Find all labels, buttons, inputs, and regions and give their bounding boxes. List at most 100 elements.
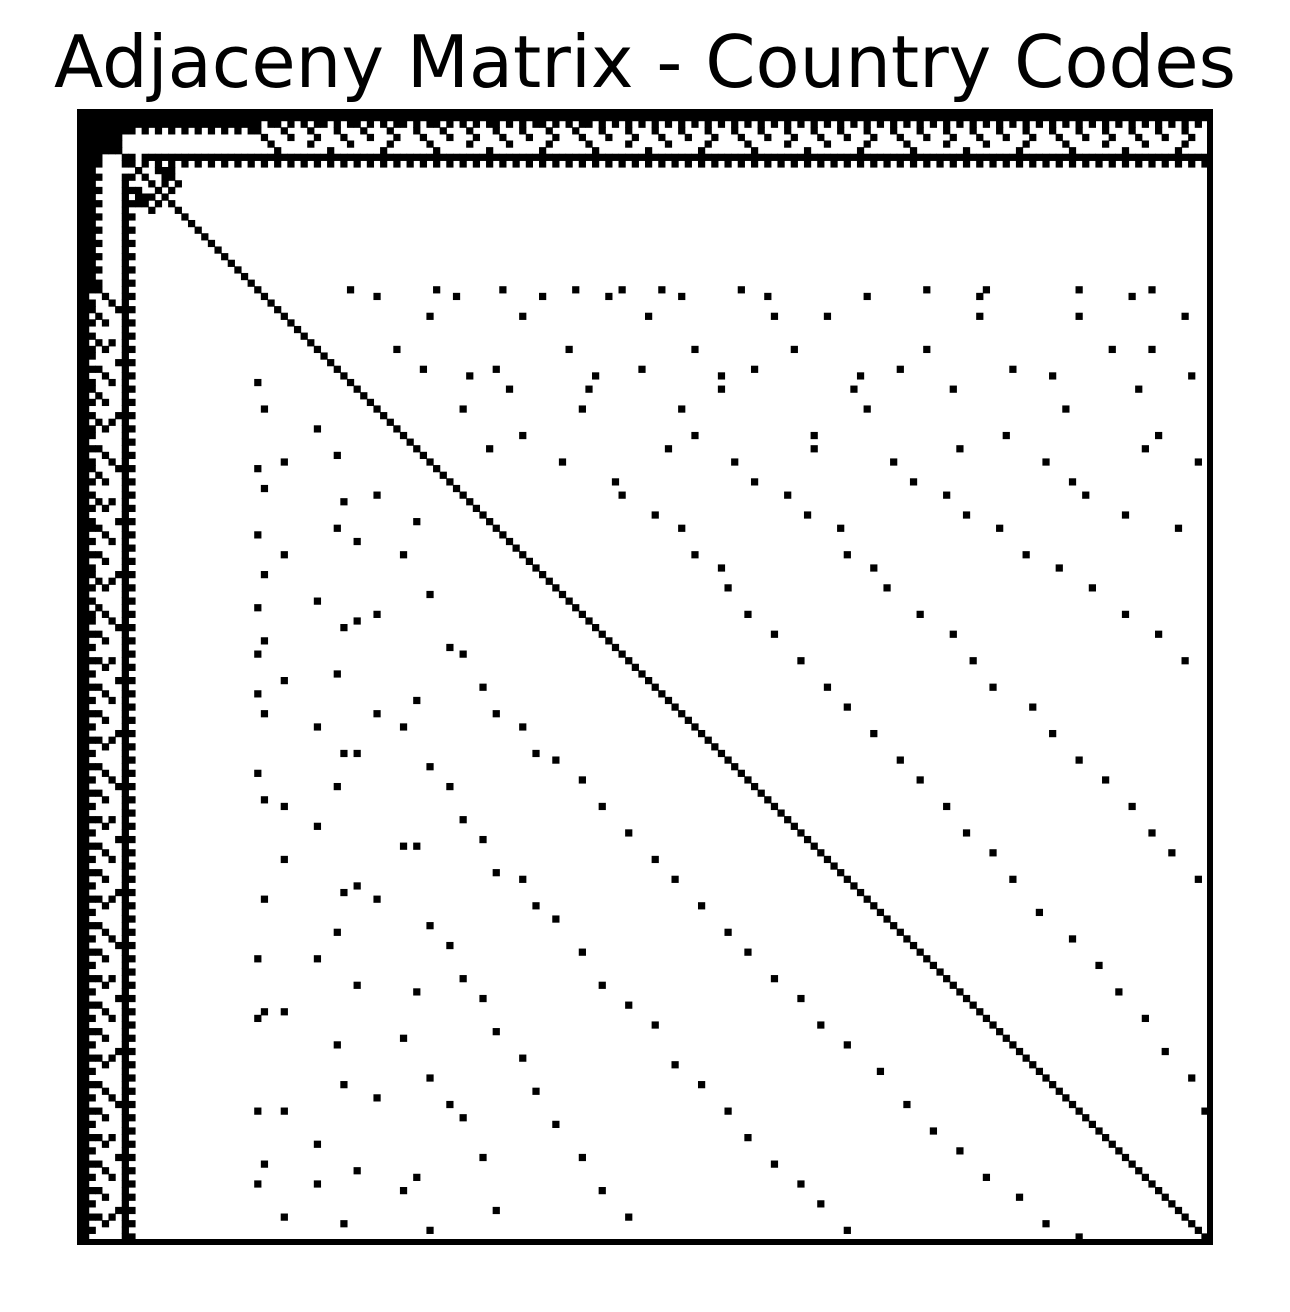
matrix-cell [82,551,90,559]
matrix-cell [863,114,871,122]
matrix-cell [1062,120,1070,128]
matrix-cell [1088,153,1096,161]
diagonal-cell [187,219,196,228]
matrix-cell [95,577,103,585]
matrix-cell [108,1054,116,1062]
matrix-cell [128,584,136,592]
matrix-cell [618,114,626,122]
matrix-cell [101,955,110,963]
matrix-cell [1055,114,1063,122]
matrix-cell [128,729,136,738]
matrix-cell [82,325,90,334]
matrix-cell [82,392,90,400]
matrix-cell [88,213,96,221]
matrix-cell [1049,127,1057,135]
diagonal-cell [658,690,666,698]
diagonal-cell [645,677,653,685]
diagonal-cell [697,729,706,738]
matrix-cell [88,153,96,161]
matrix-cell [128,743,136,751]
matrix-cell [856,147,865,155]
matrix-cell [505,140,514,148]
matrix-cell [82,683,90,691]
diagonal-cell [413,445,421,453]
matrix-cell [843,1041,851,1049]
matrix-cell [949,133,957,142]
matrix-cell [82,955,90,963]
matrix-cell [108,147,116,155]
matrix-cell [452,114,461,122]
matrix-cell [393,133,401,142]
diagonal-cell [883,915,891,923]
matrix-cell [88,180,96,188]
matrix-cell [817,153,825,161]
matrix-cell [1055,133,1063,142]
diagonal-cell [1022,1054,1030,1062]
matrix-cell [82,504,90,513]
matrix-cell [380,114,388,122]
matrix-cell [134,186,143,195]
matrix-cell [82,1220,90,1228]
matrix-cell [863,140,871,148]
matrix-cell [797,657,805,665]
matrix-cell [287,160,295,168]
matrix-cell [1029,153,1037,161]
matrix-cell [803,153,812,161]
matrix-cell [671,160,679,168]
matrix-cell [227,114,235,122]
matrix-cell [406,114,414,122]
diagonal-cell [691,723,699,731]
matrix-cell [539,292,547,301]
matrix-cell [88,749,96,758]
diagonal-cell [757,789,765,797]
diagonal-cell [969,1001,977,1009]
matrix-cell [280,677,288,685]
matrix-cell [519,114,527,122]
matrix-cell [247,160,255,168]
matrix-cell [479,994,487,1003]
matrix-cell [121,564,129,572]
matrix-cell [82,849,90,857]
matrix-cell [923,133,931,142]
matrix-cell [121,1054,129,1062]
matrix-cell [717,114,726,122]
matrix-cell [88,193,96,201]
matrix-cell [989,849,997,857]
matrix-cell [201,153,209,161]
diagonal-cell [558,590,567,599]
matrix-cell [837,153,845,161]
matrix-cell [128,345,136,354]
matrix-cell [413,696,421,705]
matrix-cell [82,1100,90,1109]
matrix-cell [121,292,129,301]
matrix-cell [95,524,103,532]
matrix-cell [572,127,580,135]
matrix-cell [108,657,116,665]
matrix-cell [949,160,957,168]
matrix-cell [121,948,129,956]
matrix-cell [128,1140,136,1148]
matrix-cell [1188,1074,1196,1082]
matrix-cell [134,193,143,201]
matrix-cell [82,1233,90,1241]
matrix-cell [121,233,129,241]
matrix-cell [121,1094,129,1102]
matrix-cell [976,160,984,168]
matrix-cell [95,445,103,453]
matrix-cell [207,160,216,168]
matrix-cell [711,133,719,142]
matrix-cell [1181,657,1189,665]
matrix-cell [121,875,129,883]
matrix-cell [82,405,90,413]
matrix-cell [88,279,96,287]
matrix-cell [353,981,361,989]
matrix-cell [82,902,90,910]
matrix-cell [95,1160,103,1168]
matrix-cell [631,114,639,122]
matrix-cell [174,180,182,188]
matrix-cell [1002,431,1010,440]
matrix-cell [161,166,169,175]
matrix-cell [1188,160,1196,168]
matrix-cell [717,120,726,128]
matrix-cell [1035,120,1044,128]
